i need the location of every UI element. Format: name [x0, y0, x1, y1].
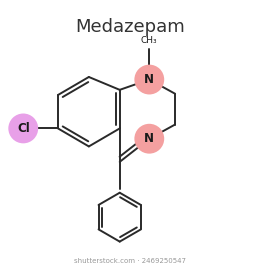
Text: Cl: Cl [17, 122, 30, 135]
Text: Medazepam: Medazepam [75, 18, 185, 36]
Text: N: N [144, 73, 154, 86]
Circle shape [134, 65, 164, 94]
Text: shutterstock.com · 2469250547: shutterstock.com · 2469250547 [74, 258, 186, 264]
Circle shape [134, 124, 164, 154]
Text: CH₃: CH₃ [141, 36, 158, 45]
Circle shape [8, 113, 38, 143]
Text: N: N [144, 132, 154, 145]
